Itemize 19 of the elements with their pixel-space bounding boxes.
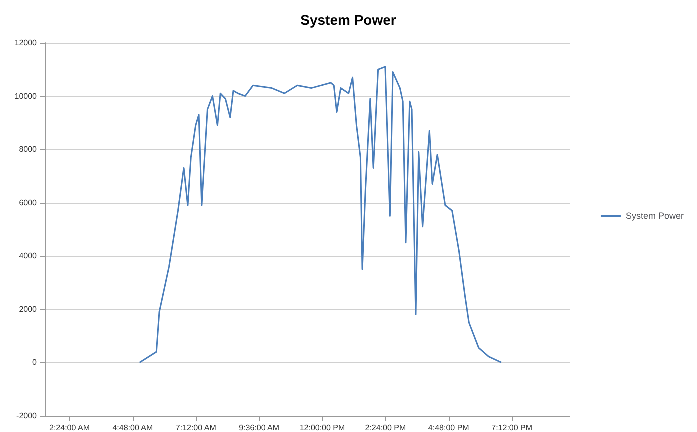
y-tick-label: 8000 xyxy=(19,145,38,154)
y-tick-label: -2000 xyxy=(16,412,38,420)
x-tick-label: 4:48:00 PM xyxy=(428,424,470,432)
line-series xyxy=(139,66,502,364)
x-tick-label: 9:36:00 AM xyxy=(239,424,280,432)
x-tick-label: 7:12:00 AM xyxy=(176,424,217,432)
y-tick-label: 12000 xyxy=(14,38,38,48)
y-tick-label: 4000 xyxy=(19,252,38,261)
x-tick-label: 2:24:00 PM xyxy=(365,424,406,432)
x-tick-label: 12:00:00 PM xyxy=(300,424,346,432)
y-tick-label: 0 xyxy=(32,358,38,368)
y-tick-label: 10000 xyxy=(14,92,38,101)
x-tick-label: 2:24:00 AM xyxy=(50,424,90,432)
x-tick-label: 7:12:00 PM xyxy=(492,424,533,432)
chart-title: System Power xyxy=(300,12,397,28)
y-tick-label: 2000 xyxy=(19,304,38,314)
legend-label: System Power xyxy=(626,211,684,221)
y-tick-label: 6000 xyxy=(19,198,38,208)
x-tick-label: 4:48:00 AM xyxy=(112,424,154,432)
